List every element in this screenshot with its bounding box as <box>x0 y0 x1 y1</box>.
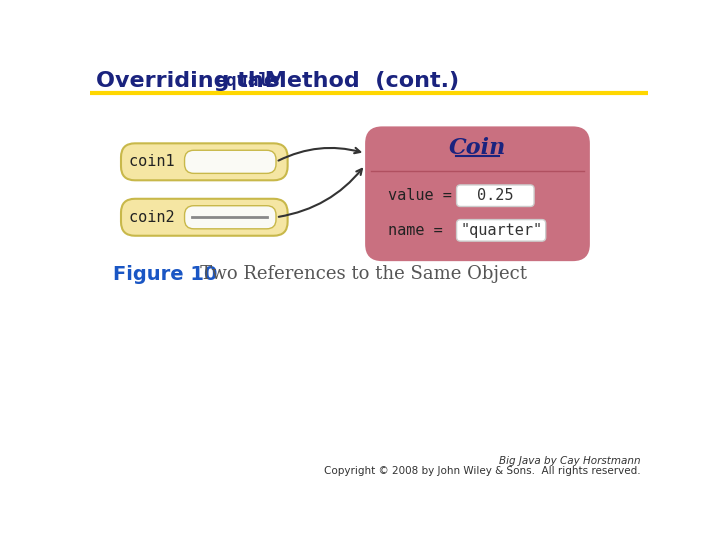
Text: Coin: Coin <box>449 137 506 159</box>
Text: Overriding the: Overriding the <box>96 71 287 91</box>
FancyBboxPatch shape <box>121 199 287 236</box>
Text: coin1 =: coin1 = <box>129 154 202 170</box>
FancyBboxPatch shape <box>184 206 276 229</box>
Text: 0.25: 0.25 <box>477 188 513 203</box>
Text: equals: equals <box>215 72 281 90</box>
FancyBboxPatch shape <box>456 185 534 206</box>
Text: coin2 =: coin2 = <box>129 210 202 225</box>
FancyBboxPatch shape <box>365 126 590 261</box>
Text: Method  (cont.): Method (cont.) <box>256 71 459 91</box>
Text: "quarter": "quarter" <box>460 223 542 238</box>
Text: value =: value = <box>388 188 462 203</box>
Text: Big Java by Cay Horstmann: Big Java by Cay Horstmann <box>499 456 640 467</box>
Text: Figure 10: Figure 10 <box>113 265 217 284</box>
Text: Copyright © 2008 by John Wiley & Sons.  All rights reserved.: Copyright © 2008 by John Wiley & Sons. A… <box>323 465 640 476</box>
FancyBboxPatch shape <box>184 150 276 173</box>
Text: Two References to the Same Object: Two References to the Same Object <box>183 265 527 284</box>
FancyBboxPatch shape <box>121 143 287 180</box>
Text: name =: name = <box>388 223 452 238</box>
FancyBboxPatch shape <box>456 220 546 241</box>
